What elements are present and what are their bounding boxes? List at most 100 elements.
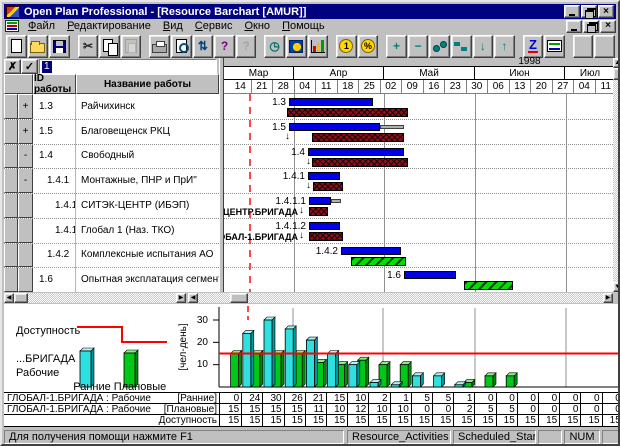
- activity-id-cell[interactable]: 1.6: [33, 267, 76, 292]
- child-minimize-button[interactable]: [566, 19, 582, 33]
- activity-id-cell[interactable]: 1.4: [33, 143, 76, 169]
- activity-name-cell[interactable]: Монтажные, ПНР и ПрИ": [81, 175, 197, 187]
- table-scroll-right-button[interactable]: ▶: [176, 293, 186, 303]
- app-icon[interactable]: [6, 5, 20, 18]
- early-bar[interactable]: [308, 147, 404, 156]
- menu-item-2[interactable]: Вид: [162, 20, 183, 32]
- planned-bar[interactable]: [312, 157, 408, 167]
- planned-bar-green[interactable]: [351, 256, 406, 266]
- resource-analysis-button[interactable]: [285, 34, 307, 58]
- gantt-hscroll-thumb[interactable]: [230, 293, 248, 303]
- sort-button[interactable]: Z: [522, 34, 544, 58]
- move-down-button[interactable]: ↓: [472, 34, 494, 58]
- print-preview-button[interactable]: [171, 34, 192, 58]
- expand-toggle[interactable]: +: [18, 118, 33, 144]
- table-hscroll-thumb[interactable]: [14, 293, 28, 303]
- extra-button-1[interactable]: [572, 34, 594, 58]
- planned-bar[interactable]: [312, 132, 404, 142]
- child-close-button[interactable]: ×: [600, 19, 616, 33]
- early-bar[interactable]: [341, 246, 401, 255]
- time-analysis-button[interactable]: ◷: [264, 34, 285, 58]
- extra-button-2[interactable]: [594, 34, 616, 58]
- scroll-down-button[interactable]: ▼: [613, 282, 618, 292]
- child-restore-button[interactable]: [583, 19, 599, 33]
- edit-input[interactable]: 1: [39, 59, 217, 74]
- minimize-button[interactable]: [564, 5, 580, 18]
- float-bar[interactable]: [380, 124, 404, 129]
- add-activity-button[interactable]: +: [386, 34, 407, 58]
- expand-toggle[interactable]: [18, 217, 33, 243]
- activity-id-cell[interactable]: 1.5: [33, 118, 76, 144]
- row-header-cell[interactable]: [4, 242, 18, 268]
- child-window-icon[interactable]: [5, 20, 19, 32]
- link-activities-button[interactable]: [429, 34, 450, 58]
- planned-bar-green[interactable]: [464, 281, 513, 291]
- cut-button[interactable]: ✂: [77, 34, 99, 58]
- cost-button[interactable]: 1: [336, 34, 357, 58]
- activity-name-cell[interactable]: Опытная эксплатация сегмента: [81, 274, 219, 286]
- activity-name-cell[interactable]: Комплексные испытания АО: [81, 249, 214, 261]
- percent-complete-button[interactable]: %: [357, 34, 379, 58]
- menu-item-1[interactable]: Редактирование: [67, 20, 151, 32]
- table-row[interactable]: -1.4.1 Монтажные, ПНР и ПрИ": [4, 168, 219, 193]
- table-row[interactable]: 1.4.1 Глобал 1 (Наз. ТКО): [4, 217, 219, 243]
- menu-item-0[interactable]: Файл: [28, 20, 56, 32]
- menu-item-4[interactable]: Окно: [244, 20, 271, 32]
- activity-id-cell[interactable]: 1.4.1: [33, 168, 76, 193]
- cancel-edit-button[interactable]: ✗: [4, 59, 21, 74]
- table-view-button[interactable]: [544, 34, 565, 58]
- activity-name-cell[interactable]: СИТЭК-ЦЕНТР (ИБЭП): [81, 199, 190, 211]
- activity-id-cell[interactable]: 1.3: [33, 94, 76, 119]
- update-button[interactable]: ⇅: [192, 34, 214, 58]
- early-bar[interactable]: [289, 98, 373, 106]
- step-bars-button[interactable]: [450, 34, 472, 58]
- planned-bar[interactable]: [313, 182, 343, 192]
- pane-divider[interactable]: [219, 58, 224, 304]
- expand-toggle[interactable]: [18, 193, 33, 218]
- gantt-hscroll-track[interactable]: [198, 293, 603, 303]
- row-header-cell[interactable]: [4, 94, 18, 119]
- save-button[interactable]: [49, 34, 70, 58]
- vscroll-thumb[interactable]: [613, 68, 618, 80]
- planned-bar[interactable]: [309, 231, 343, 241]
- paste-button[interactable]: [120, 34, 142, 58]
- activity-id-cell[interactable]: 1.4.1: [33, 193, 76, 218]
- early-bar[interactable]: [309, 197, 331, 205]
- activity-name-cell[interactable]: Свободный: [81, 150, 135, 162]
- open-file-button[interactable]: [27, 34, 49, 58]
- expand-toggle[interactable]: [18, 267, 33, 292]
- row-header-cell[interactable]: [4, 168, 18, 193]
- early-bar[interactable]: [289, 122, 380, 131]
- table-row[interactable]: 1.4.1 СИТЭК-ЦЕНТР (ИБЭП): [4, 193, 219, 218]
- float-bar[interactable]: [331, 199, 341, 203]
- scroll-up-button[interactable]: ▲: [613, 58, 618, 68]
- table-row[interactable]: -1.4 Свободный: [4, 143, 219, 169]
- restore-button[interactable]: [581, 5, 597, 19]
- early-bar[interactable]: [404, 271, 456, 280]
- expand-toggle[interactable]: -: [18, 168, 33, 193]
- activity-id-cell[interactable]: 1.4.1: [33, 217, 76, 243]
- help-button[interactable]: ?: [214, 34, 235, 58]
- print-button[interactable]: [149, 34, 171, 58]
- early-bar[interactable]: [308, 172, 340, 181]
- table-row[interactable]: 1.6 Опытная эксплатация сегмента: [4, 267, 219, 292]
- context-help-button[interactable]: ?: [235, 34, 257, 58]
- move-up-button[interactable]: ↑: [494, 34, 515, 58]
- histogram-view-button[interactable]: [307, 34, 329, 58]
- table-row[interactable]: 1.4.2 Комплексные испытания АО: [4, 242, 219, 268]
- close-button[interactable]: ×: [598, 5, 614, 18]
- row-header-cell[interactable]: [4, 217, 18, 243]
- copy-button[interactable]: [99, 34, 120, 58]
- planned-bar[interactable]: [287, 108, 408, 117]
- activity-id-cell[interactable]: 1.4.2: [33, 242, 76, 268]
- activity-name-cell[interactable]: Глобал 1 (Наз. ТКО): [81, 224, 175, 236]
- menu-item-5[interactable]: Помощь: [282, 20, 325, 32]
- delete-activity-button[interactable]: −: [407, 34, 429, 58]
- table-row[interactable]: +1.3 Райчихинск: [4, 94, 219, 119]
- gantt-scroll-right-button[interactable]: ▶: [603, 293, 613, 303]
- row-header-cell[interactable]: [4, 118, 18, 144]
- early-bar[interactable]: [309, 221, 340, 230]
- row-header-cell[interactable]: [4, 193, 18, 218]
- activity-name-cell[interactable]: Благовещенск РКЦ: [81, 125, 170, 137]
- row-header-cell[interactable]: [4, 143, 18, 169]
